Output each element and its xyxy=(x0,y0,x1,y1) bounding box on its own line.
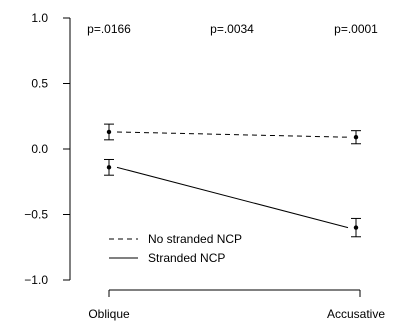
legend-label-stranded-ncp: Stranded NCP xyxy=(148,251,225,265)
p-value-accusative: p=.0001 xyxy=(334,22,378,36)
x-tick-label-accusative: Accusative xyxy=(327,307,385,321)
y-tick-label-05-1: 0.5 xyxy=(31,77,48,91)
p-value-middle: p=.0034 xyxy=(210,22,254,36)
x-axis: Oblique Accusative xyxy=(88,289,385,321)
y-tick-label-10-4: −1.0 xyxy=(24,273,48,287)
y-tick-label-10-0: 1.0 xyxy=(31,11,48,25)
annotations: p=.0166 p=.0034 p=.0001 xyxy=(87,22,378,36)
point-no-stranded-ncp-accusative xyxy=(353,135,359,140)
p-value-oblique: p=.0166 xyxy=(87,22,131,36)
series-line-stranded-ncp xyxy=(116,166,349,229)
point-no-stranded-ncp-oblique xyxy=(106,129,112,135)
legend-label-no-stranded-ncp: No stranded NCP xyxy=(148,232,242,246)
y-ticks: 1.0 0.5 0.0 −0.5 −1.0 xyxy=(24,11,70,287)
point-stranded-ncp-oblique xyxy=(106,165,112,170)
y-tick-label-05-3: −0.5 xyxy=(24,208,48,222)
series-line-no-stranded-ncp xyxy=(116,131,349,138)
y-tick-label-00-2: 0.0 xyxy=(31,142,48,156)
legend: No stranded NCP Stranded NCP xyxy=(109,232,242,265)
y-axis: 1.0 0.5 0.0 −0.5 −1.0 xyxy=(24,11,71,287)
series-layer xyxy=(104,123,361,238)
point-stranded-ncp-accusative xyxy=(353,225,359,230)
x-tick-label-oblique: Oblique xyxy=(88,307,130,321)
